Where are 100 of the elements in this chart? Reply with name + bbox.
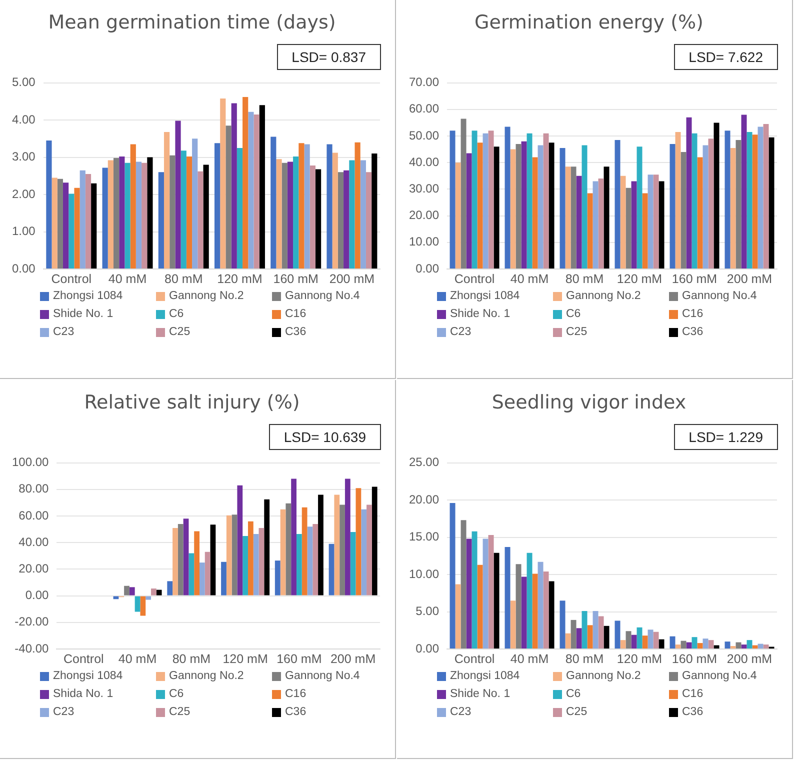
- bar: [46, 140, 52, 268]
- bar: [532, 574, 538, 648]
- bar: [560, 148, 566, 268]
- x-tick-label: 200 mM: [726, 652, 772, 666]
- bar: [326, 144, 332, 268]
- bar: [214, 143, 220, 268]
- legend-label: C6: [565, 688, 582, 700]
- y-tick-label: 60.00: [409, 102, 440, 116]
- bar: [482, 133, 488, 268]
- bar: [146, 596, 151, 600]
- bar: [460, 118, 466, 268]
- legend-label: Shide No. 1: [449, 688, 512, 700]
- bar: [57, 178, 63, 268]
- bar: [472, 130, 478, 268]
- bar: [560, 600, 566, 648]
- y-tick-label: 60.00: [18, 508, 50, 522]
- bar: [714, 122, 720, 268]
- bar: [158, 172, 164, 268]
- bar: [91, 183, 97, 268]
- bar: [526, 552, 532, 648]
- bar: [604, 166, 610, 268]
- bar: [259, 105, 265, 268]
- x-tick-label: 200 mM: [329, 272, 375, 286]
- bar: [130, 144, 136, 268]
- legend-label: C6: [168, 688, 185, 700]
- y-tick-label: 20.00: [409, 492, 440, 506]
- bar: [242, 536, 248, 596]
- bar: [164, 132, 170, 268]
- bar: [199, 562, 205, 596]
- y-tick-label: -20.00: [14, 614, 50, 629]
- bar: [254, 114, 260, 268]
- bar: [686, 642, 692, 648]
- bar: [280, 509, 286, 596]
- bar: [360, 160, 366, 268]
- y-tick-label: 0.00: [416, 641, 440, 656]
- bar: [108, 160, 114, 268]
- bar: [510, 600, 516, 648]
- bar: [686, 117, 692, 268]
- bar: [354, 142, 360, 268]
- x-tick-label: 40 mM: [108, 272, 147, 286]
- bar: [274, 560, 280, 596]
- bar: [658, 181, 664, 268]
- bar: [466, 538, 472, 648]
- bar: [741, 114, 747, 268]
- bar: [543, 572, 549, 648]
- bar: [276, 159, 282, 268]
- bar: [312, 524, 318, 596]
- bar: [587, 625, 593, 648]
- bar: [307, 526, 313, 596]
- y-tick-label: 30.00: [409, 182, 440, 196]
- bar: [194, 531, 200, 596]
- bar: [582, 145, 588, 268]
- bar: [482, 538, 488, 648]
- bar: [724, 642, 730, 648]
- legend-label: C36: [284, 326, 308, 338]
- legend-label: C6: [168, 308, 185, 320]
- bar: [455, 162, 461, 268]
- bar: [724, 130, 730, 268]
- legend-label: C16: [284, 688, 308, 700]
- bar: [746, 640, 752, 648]
- bar: [504, 546, 510, 648]
- bar: [175, 120, 181, 268]
- legend-label: C25: [168, 326, 192, 338]
- y-tick-label: 25.00: [409, 455, 440, 470]
- bar: [460, 520, 466, 648]
- bar: [741, 644, 747, 648]
- text: LSD= 1.229: [674, 424, 778, 450]
- bar: [752, 645, 758, 648]
- legend-label: C25: [565, 706, 588, 718]
- y-tick-label: 15.00: [409, 530, 440, 544]
- y-tick-label: 4.00: [12, 112, 36, 126]
- bar: [758, 126, 764, 268]
- legend-label: C23: [449, 706, 472, 718]
- bar: [620, 176, 626, 268]
- bar: [237, 485, 243, 596]
- bar: [466, 153, 472, 268]
- legend-label: Gannong No.4: [284, 670, 361, 682]
- y-tick-label: 40.00: [409, 154, 440, 169]
- bar: [477, 142, 483, 268]
- legend-label: C36: [681, 706, 704, 718]
- bar: [477, 564, 483, 648]
- bar: [226, 126, 232, 268]
- legend-label: C6: [565, 308, 582, 320]
- bar: [570, 166, 576, 268]
- bar: [604, 626, 610, 648]
- y-tick-label: 0.00: [12, 261, 36, 276]
- bar: [338, 172, 344, 268]
- bar: [366, 504, 372, 596]
- bar: [526, 133, 532, 268]
- bar: [183, 518, 189, 596]
- bar: [361, 509, 367, 596]
- legend-label: C16: [681, 308, 704, 320]
- bar: [768, 137, 774, 268]
- y-tick-label: 40.00: [18, 534, 50, 549]
- bar: [332, 152, 338, 268]
- legend-label: C16: [681, 688, 704, 700]
- bar: [253, 534, 259, 596]
- x-tick-label: Control: [454, 652, 495, 666]
- bar: [242, 96, 248, 268]
- bar: [248, 112, 254, 268]
